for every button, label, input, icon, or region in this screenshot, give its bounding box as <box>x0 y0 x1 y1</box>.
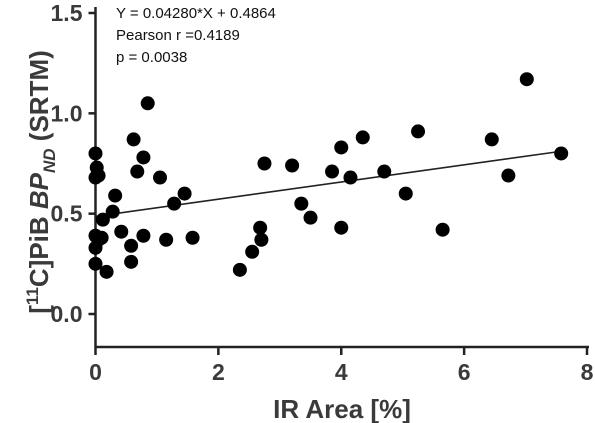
data-point <box>108 188 123 203</box>
data-point <box>245 244 260 259</box>
data-point <box>91 168 106 183</box>
y-tick-label: 1.5 <box>51 0 83 26</box>
data-point <box>411 124 426 139</box>
x-tick-label: 4 <box>335 359 348 385</box>
data-point <box>140 96 155 111</box>
data-point <box>105 204 120 219</box>
x-axis: 0 2 4 6 8 <box>89 345 594 385</box>
data-point <box>294 196 309 211</box>
data-point <box>88 146 103 161</box>
data-point <box>285 158 300 173</box>
data-point <box>554 146 569 161</box>
data-point <box>334 220 349 235</box>
data-point <box>377 164 392 179</box>
y-axis-title: [11C]PiB BPND (SRTM) <box>23 50 59 314</box>
data-point <box>185 230 200 245</box>
data-point <box>124 238 139 253</box>
data-point <box>126 132 141 147</box>
data-point <box>88 256 103 271</box>
data-point <box>94 230 109 245</box>
x-tick-label: 0 <box>89 359 102 385</box>
data-point <box>130 164 145 179</box>
x-axis-title: IR Area [%] <box>273 394 411 423</box>
y-axis-title-superscript: 11 <box>23 287 42 305</box>
data-point <box>254 232 269 247</box>
x-tick-label: 2 <box>212 359 225 385</box>
data-point <box>325 164 340 179</box>
p-value: p = 0.0038 <box>116 49 187 66</box>
data-point <box>136 150 151 165</box>
y-axis-title-main: C]PiB <box>24 209 54 287</box>
data-point <box>501 168 516 183</box>
data-point <box>435 222 450 237</box>
data-point <box>114 224 129 239</box>
data-point <box>343 170 358 185</box>
data-point <box>253 220 268 235</box>
data-point <box>136 228 151 243</box>
data-point <box>257 156 272 171</box>
data-point <box>124 254 139 269</box>
y-tick-label: 1.0 <box>51 100 83 126</box>
x-ticks: 0 2 4 6 8 <box>89 347 594 385</box>
y-tick-label: 0.5 <box>51 201 83 227</box>
pearson-r: Pearson r =0.4189 <box>116 27 240 44</box>
data-point <box>167 196 182 211</box>
x-tick-label: 8 <box>581 359 594 385</box>
data-point <box>303 210 318 225</box>
x-tick-label: 6 <box>458 359 471 385</box>
data-point <box>177 186 192 201</box>
y-axis-title-subscript: ND <box>40 148 59 173</box>
data-point <box>232 262 247 277</box>
data-point <box>153 170 168 185</box>
y-axis-title-suffix: (SRTM) <box>24 50 54 148</box>
data-point <box>95 212 110 227</box>
data-point <box>484 132 499 147</box>
data-point <box>398 186 413 201</box>
data-points <box>88 72 569 279</box>
y-tick-label: 0.0 <box>51 301 83 327</box>
fit-annotations: Y = 0.04280*X + 0.4864 Pearson r =0.4189… <box>116 5 276 66</box>
data-point <box>355 130 370 145</box>
y-axis-title-prefix: [ <box>24 305 54 314</box>
y-axis: 0.0 0.5 1.0 1.5 <box>51 0 97 347</box>
y-axis-title-italic: BP <box>24 172 54 209</box>
fit-equation: Y = 0.04280*X + 0.4864 <box>116 5 276 22</box>
data-point <box>159 232 174 247</box>
y-ticks: 0.0 0.5 1.0 1.5 <box>51 0 96 327</box>
data-point <box>519 72 534 87</box>
data-point <box>334 140 349 155</box>
data-point <box>99 264 114 279</box>
regression-line <box>95 150 563 218</box>
